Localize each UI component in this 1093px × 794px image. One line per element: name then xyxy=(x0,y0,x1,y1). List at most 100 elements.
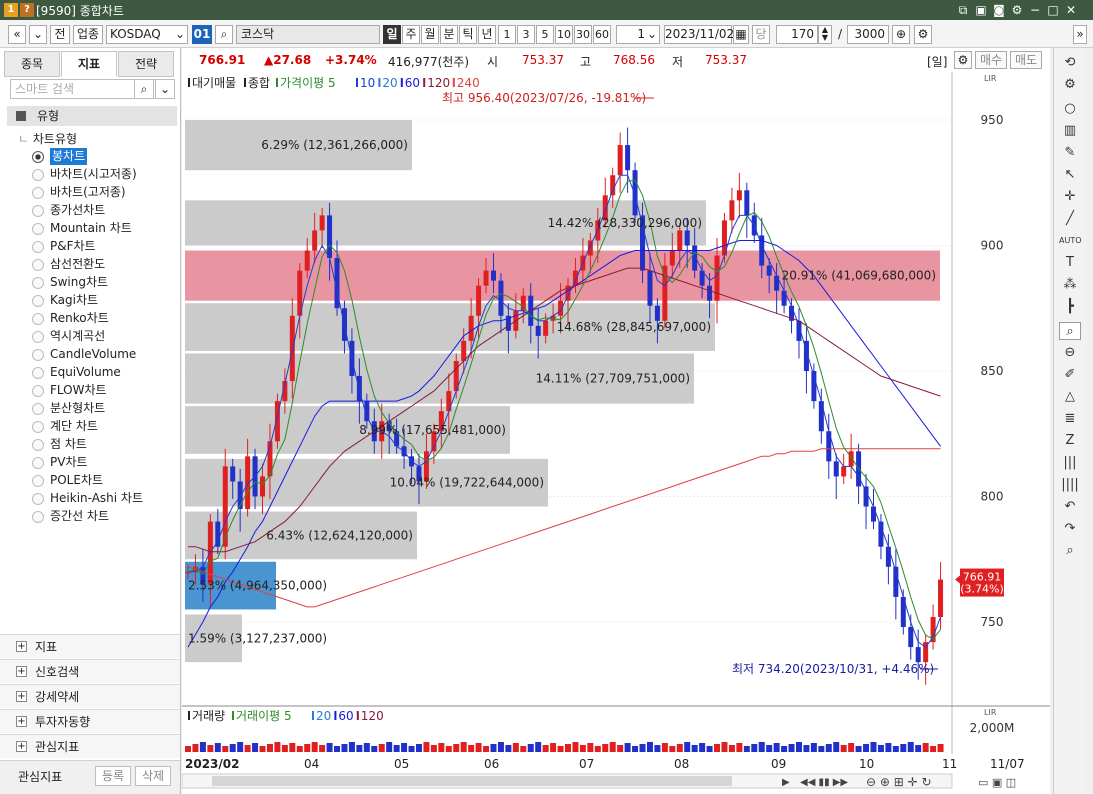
radio-icon[interactable] xyxy=(32,313,44,325)
calendar-icon[interactable]: ▦ xyxy=(733,25,749,44)
pen-icon[interactable]: ✎ xyxy=(1064,145,1076,160)
playback-controls-icon[interactable]: ◀◀ ▮▮ ▶▶ xyxy=(800,777,848,788)
draw-icon[interactable]: ✐ xyxy=(1064,367,1076,382)
chart-type-item[interactable]: 점 차트 xyxy=(50,437,87,451)
maximize-icon[interactable]: □ xyxy=(1047,3,1059,17)
gear-icon[interactable]: ⚙ xyxy=(914,25,932,44)
chart-type-item[interactable]: 증간선 차트 xyxy=(50,509,110,523)
panel-controls-icon[interactable]: ▭ ▣ ◫ xyxy=(978,776,1016,789)
index-name-field[interactable]: 코스닥 xyxy=(236,25,380,44)
accordion-item[interactable]: + 투자자동향 xyxy=(0,709,180,733)
jeon-button[interactable]: 전 xyxy=(50,25,70,44)
scrollbar-thumb[interactable] xyxy=(212,776,732,786)
radio-icon[interactable] xyxy=(32,259,44,271)
radio-icon[interactable] xyxy=(32,331,44,343)
text-icon[interactable]: T xyxy=(1066,255,1074,270)
minute-button[interactable]: 10 xyxy=(555,25,573,44)
radio-icon[interactable] xyxy=(32,277,44,289)
chart-type-item[interactable]: Renko차트 xyxy=(50,311,109,325)
period-tab[interactable]: 년 xyxy=(478,25,496,44)
chart-type-item[interactable]: EquiVolume xyxy=(50,365,121,379)
zoom-out-icon[interactable]: ⊖ xyxy=(1064,345,1076,360)
chart-type-item[interactable]: 봉차트 xyxy=(50,148,88,165)
legend-item[interactable]: 240 xyxy=(457,76,480,90)
bars2-icon[interactable]: |||| xyxy=(1061,477,1079,492)
circle-icon[interactable]: ○ xyxy=(1064,101,1076,116)
chart-type-item[interactable]: Mountain 차트 xyxy=(50,221,132,235)
radio-icon[interactable] xyxy=(32,403,44,415)
total-input[interactable]: 3000 xyxy=(847,25,889,44)
register-button[interactable]: 등록 xyxy=(95,766,131,786)
interval-select[interactable]: 1 ⌄ xyxy=(616,25,660,44)
expand-icon[interactable]: » xyxy=(1073,25,1087,44)
tree-group[interactable]: ㄴ 차트유형 xyxy=(18,132,78,146)
line-icon[interactable]: ╱ xyxy=(1066,211,1074,226)
accordion-item[interactable]: + 관심지표 xyxy=(0,734,180,758)
radio-icon[interactable] xyxy=(32,349,44,361)
search-input[interactable]: 스마트 검색 xyxy=(10,79,160,99)
zoom-icon[interactable]: ⌕ xyxy=(1059,322,1081,340)
chart-type-item[interactable]: 바차트(고저종) xyxy=(50,185,126,199)
chart-type-item[interactable]: 종가선차트 xyxy=(50,203,106,217)
minute-button[interactable]: 1 xyxy=(498,25,516,44)
chart-type-item[interactable]: Swing차트 xyxy=(50,275,109,289)
panel-tab[interactable]: 지표 xyxy=(61,51,117,77)
buy-button[interactable]: 매수 xyxy=(975,51,1007,69)
legend-item[interactable]: 60 xyxy=(405,76,420,90)
radio-icon[interactable] xyxy=(32,187,44,199)
period-tab[interactable]: 주 xyxy=(402,25,420,44)
chart-type-item[interactable]: POLE차트 xyxy=(50,473,104,487)
date-input[interactable]: 2023/11/02 xyxy=(664,25,734,44)
minute-button[interactable]: 30 xyxy=(574,25,592,44)
cursor-icon[interactable]: ↖ xyxy=(1064,167,1076,182)
radio-icon[interactable] xyxy=(32,493,44,505)
minute-button[interactable]: 3 xyxy=(517,25,535,44)
radio-icon[interactable] xyxy=(32,169,44,181)
market-code-badge[interactable]: 01 xyxy=(192,25,212,44)
play-icon[interactable]: ▶ xyxy=(782,777,790,788)
legend-item[interactable]: 20 xyxy=(382,76,397,90)
settings-icon[interactable]: ⚙ xyxy=(1011,3,1023,17)
zigzag-icon[interactable]: Z xyxy=(1065,433,1075,448)
collapse-icon[interactable]: ⌄ xyxy=(155,79,175,99)
fibonacci-icon[interactable]: ≣ xyxy=(1064,411,1076,426)
upjong-button[interactable]: 업종 xyxy=(73,25,103,44)
crosshair-icon[interactable]: ✛ xyxy=(1064,189,1076,204)
dang-button[interactable]: 당 xyxy=(752,25,770,44)
close-icon[interactable]: ✕ xyxy=(1065,3,1077,17)
volume-legend-item[interactable]: 거래이평 5 xyxy=(236,709,292,723)
radio-icon[interactable] xyxy=(32,367,44,379)
candle-icon[interactable]: ┣ xyxy=(1066,299,1074,314)
volume-legend-item[interactable]: 60 xyxy=(338,709,353,723)
radio-icon[interactable] xyxy=(32,475,44,487)
legend-item[interactable]: 대기매물 xyxy=(192,76,236,90)
radio-icon[interactable] xyxy=(32,151,44,163)
redo-icon[interactable]: ↷ xyxy=(1064,521,1076,536)
delete-button[interactable]: 삭제 xyxy=(135,766,171,786)
radio-icon[interactable] xyxy=(32,511,44,523)
minute-button[interactable]: 60 xyxy=(593,25,611,44)
volume-legend-item[interactable]: 20 xyxy=(316,709,331,723)
period-tab[interactable]: 틱 xyxy=(459,25,477,44)
minimize-icon[interactable]: − xyxy=(1029,3,1041,17)
count-stepper[interactable]: ▲ ▼ xyxy=(818,25,832,44)
help-badge[interactable]: ? xyxy=(20,3,34,17)
market-select[interactable]: KOSDAQ ⌄ xyxy=(106,25,188,44)
legend-item[interactable]: 종합 xyxy=(248,76,270,90)
zoom-controls-icon[interactable]: ⊖ ⊕ ⊞ ✛ ↻ xyxy=(866,775,932,789)
legend-item[interactable]: 가격이평 5 xyxy=(280,76,336,90)
period-tab[interactable]: 월 xyxy=(421,25,439,44)
count-input[interactable]: 170 xyxy=(776,25,818,44)
radio-icon[interactable] xyxy=(32,241,44,253)
chart-type-item[interactable]: 분산형차트 xyxy=(50,401,106,415)
chart-type-item[interactable]: PV차트 xyxy=(50,455,88,469)
chart-type-item[interactable]: Heikin-Ashi 차트 xyxy=(50,491,143,505)
radio-icon[interactable] xyxy=(32,295,44,307)
accordion-item[interactable]: + 신호검색 xyxy=(0,659,180,683)
radio-icon[interactable] xyxy=(32,385,44,397)
refresh-icon[interactable]: ⟲ xyxy=(1064,55,1076,70)
sell-button[interactable]: 매도 xyxy=(1010,51,1042,69)
search-icon[interactable]: ⌕ xyxy=(134,79,154,99)
undo-icon[interactable]: ↶ xyxy=(1064,499,1076,514)
legend-item[interactable]: 10 xyxy=(360,76,375,90)
